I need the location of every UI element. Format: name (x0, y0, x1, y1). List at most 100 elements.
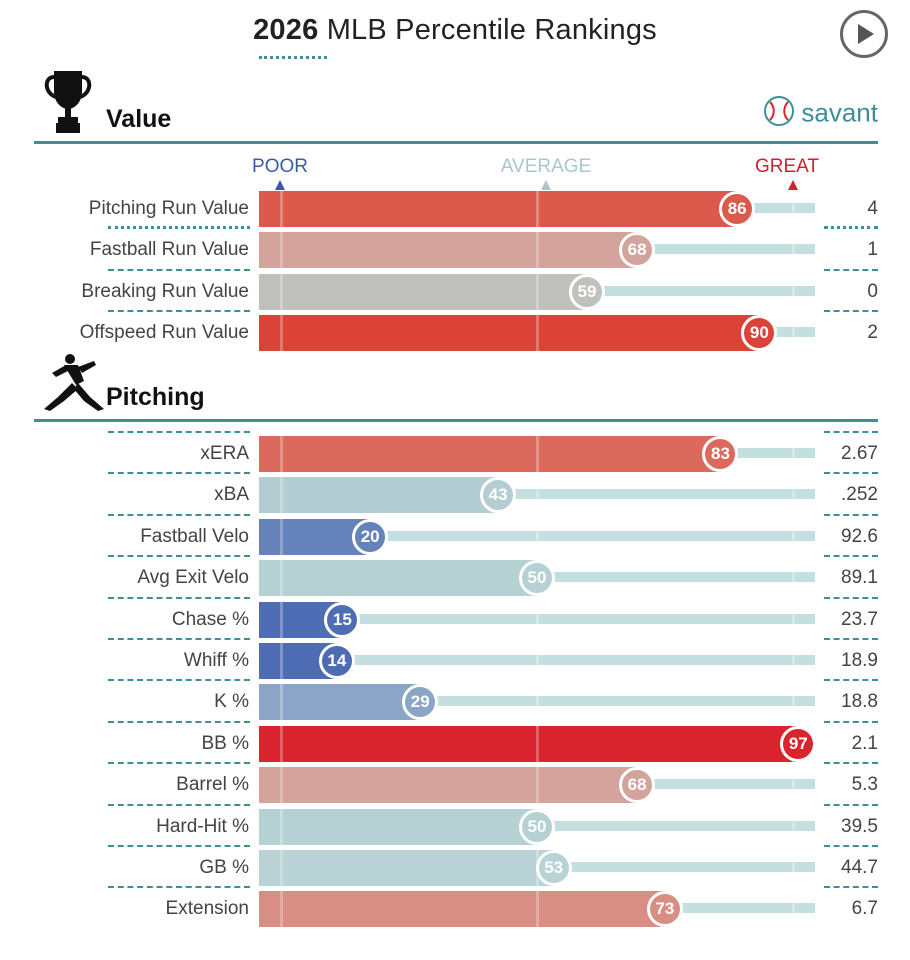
percentile-badge[interactable]: 83 (702, 436, 739, 472)
row-separator (108, 803, 250, 806)
metric-value: 89.1 (841, 567, 878, 589)
metric-row[interactable]: Fastball Velo 20 92.6 (0, 513, 910, 559)
scale-great-label: GREAT (754, 156, 820, 177)
metric-row[interactable]: xERA 83 2.67 (0, 431, 910, 476)
reference-line (791, 518, 795, 555)
reference-line (791, 191, 795, 227)
value-separator (824, 309, 878, 312)
metric-label: Chase % (171, 608, 249, 630)
section-title-value: Value (106, 105, 172, 133)
percentile-badge[interactable]: 14 (318, 643, 355, 679)
percentile-bar[interactable] (259, 725, 799, 762)
percentile-badge[interactable]: 29 (402, 684, 439, 721)
metric-value: 18.8 (841, 691, 878, 713)
metric-label: Fastball Velo (140, 525, 249, 547)
row-separator (108, 226, 250, 230)
percentile-bar[interactable] (259, 850, 554, 886)
reference-line (280, 767, 284, 804)
metric-row[interactable]: K % 29 18.8 (0, 679, 910, 724)
percentile-badge[interactable]: 68 (619, 767, 656, 804)
percentile-badge[interactable]: 73 (646, 891, 683, 928)
row-separator (108, 720, 250, 723)
metric-row[interactable]: Fastball Run Value 68 1 (0, 226, 910, 272)
metric-label: BB % (201, 732, 249, 754)
metric-row[interactable]: Avg Exit Velo 50 89.1 (0, 555, 910, 600)
reference-line (280, 477, 284, 514)
reference-line (791, 850, 795, 886)
percentile-bar[interactable] (259, 684, 421, 721)
percentile-bar[interactable] (259, 767, 638, 804)
percentile-badge[interactable]: 86 (719, 191, 756, 227)
reference-line (536, 767, 539, 804)
metric-value: 44.7 (841, 857, 878, 878)
value-separator (824, 886, 878, 889)
value-separator (824, 472, 878, 475)
metric-label: GB % (199, 857, 249, 878)
metric-value: 23.7 (841, 608, 878, 630)
metric-row[interactable]: Whiff % 14 18.9 (0, 638, 910, 683)
metric-label: Extension (165, 898, 249, 920)
reference-line (791, 891, 795, 928)
reference-line (791, 808, 795, 845)
percentile-bar[interactable] (259, 314, 760, 351)
percentile-track (259, 489, 815, 500)
reference-line (280, 314, 284, 351)
percentile-badge[interactable]: 15 (324, 601, 361, 638)
savant-logo[interactable]: savant (763, 95, 878, 134)
reference-line (536, 477, 539, 514)
percentile-bar[interactable] (259, 891, 665, 928)
reference-line (536, 314, 539, 351)
metric-row[interactable]: Hard-Hit % 50 39.5 (0, 803, 910, 849)
play-icon (858, 24, 874, 44)
percentile-badge[interactable]: 68 (619, 232, 656, 269)
metric-row[interactable]: Chase % 15 23.7 (0, 596, 910, 642)
percentile-bar[interactable] (259, 191, 738, 227)
reference-line (280, 232, 284, 269)
percentile-badge[interactable]: 43 (480, 477, 517, 514)
metric-label: Offspeed Run Value (79, 321, 249, 343)
reference-line (791, 560, 795, 597)
pitcher-icon (40, 353, 108, 418)
percentile-badge[interactable]: 53 (535, 850, 572, 886)
metric-row[interactable]: xBA 43 .252 (0, 472, 910, 517)
metric-label: Barrel % (176, 774, 249, 796)
section-rule (34, 419, 878, 422)
percentile-bar[interactable] (259, 518, 371, 555)
percentile-bar[interactable] (259, 477, 499, 514)
metric-label: Whiff % (183, 650, 249, 671)
percentile-badge[interactable]: 50 (519, 560, 555, 597)
metric-row[interactable]: Breaking Run Value 59 0 (0, 268, 910, 314)
percentile-bar[interactable] (259, 232, 638, 269)
percentile-badge[interactable]: 50 (519, 808, 555, 845)
value-separator (824, 513, 878, 516)
percentile-badge[interactable]: 20 (352, 518, 389, 555)
metric-row[interactable]: Offspeed Run Value 90 2 (0, 309, 910, 355)
section-header-pitching: Pitching (34, 354, 878, 422)
metric-row[interactable]: Barrel % 68 5.3 (0, 762, 910, 807)
percentile-track (259, 613, 815, 624)
percentile-bar[interactable] (259, 560, 537, 597)
value-separator (824, 555, 878, 558)
play-button[interactable] (840, 10, 888, 58)
percentile-badge[interactable]: 59 (569, 273, 606, 310)
percentile-bar[interactable] (259, 436, 721, 472)
metric-row[interactable]: Extension 73 6.7 (0, 886, 910, 931)
section-title-pitching: Pitching (106, 383, 205, 411)
reference-line (280, 643, 284, 679)
section-header-value: Value savant (34, 71, 878, 144)
metric-row[interactable]: GB % 53 44.7 (0, 845, 910, 890)
percentile-badge[interactable]: 97 (780, 725, 817, 762)
metric-value: 2 (867, 321, 878, 343)
row-separator (108, 679, 250, 682)
metric-value: 0 (867, 280, 878, 302)
percentile-track (259, 530, 815, 541)
metric-row[interactable]: Pitching Run Value 86 4 (0, 190, 910, 231)
reference-line (791, 314, 795, 351)
reference-line (536, 684, 539, 721)
reference-line (791, 601, 795, 638)
percentile-badge[interactable]: 90 (741, 314, 778, 351)
reference-line (280, 850, 284, 886)
percentile-bar[interactable] (259, 808, 537, 845)
metric-row[interactable]: BB % 97 2.1 (0, 720, 910, 766)
percentile-bar[interactable] (259, 273, 588, 310)
